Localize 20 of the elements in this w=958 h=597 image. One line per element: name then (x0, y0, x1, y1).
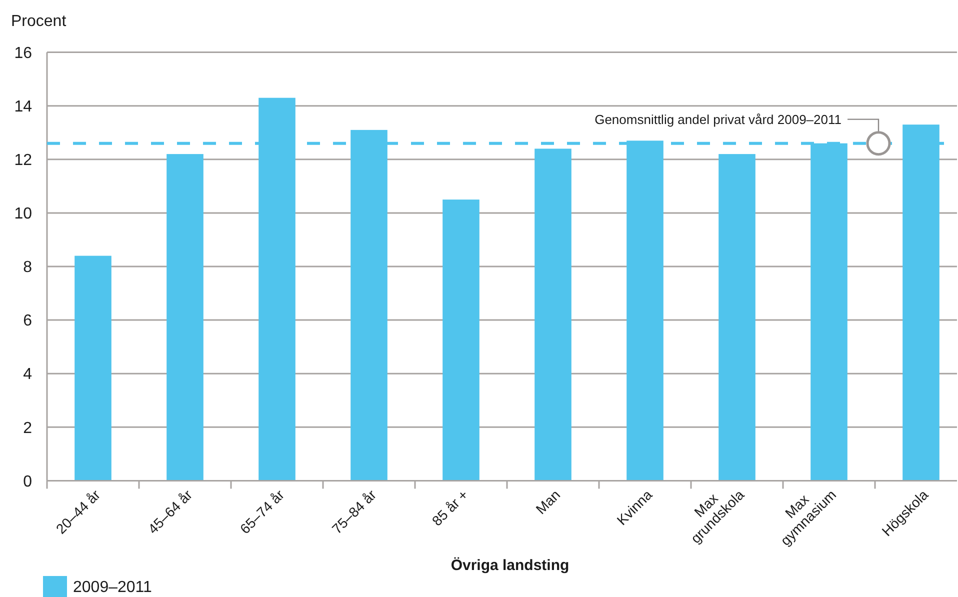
y-tick-label: 14 (14, 98, 32, 116)
y-tick-label: 16 (14, 44, 32, 62)
y-tick-label: 6 (23, 312, 32, 330)
bar (442, 200, 480, 481)
bar (166, 154, 204, 481)
legend-label: 2009–2011 (73, 579, 152, 596)
bar (534, 148, 572, 481)
y-axis-title: Procent (11, 13, 67, 30)
bar (718, 154, 756, 481)
y-tick-label: 10 (14, 206, 32, 223)
y-tick-label: 0 (23, 473, 32, 490)
x-tick-label: 85 år + (428, 486, 472, 529)
y-tick-label: 2 (23, 420, 32, 437)
ref-line-label: Genomsnittlig andel privat vård 2009–2011 (594, 112, 842, 127)
y-tick-label: 12 (14, 152, 32, 169)
y-tick-label: 4 (23, 366, 32, 384)
bar (74, 256, 112, 481)
x-tick-label: Man (532, 486, 564, 518)
y-tick-label: 8 (23, 259, 32, 276)
x-axis-title: Övriga landsting (450, 557, 570, 574)
